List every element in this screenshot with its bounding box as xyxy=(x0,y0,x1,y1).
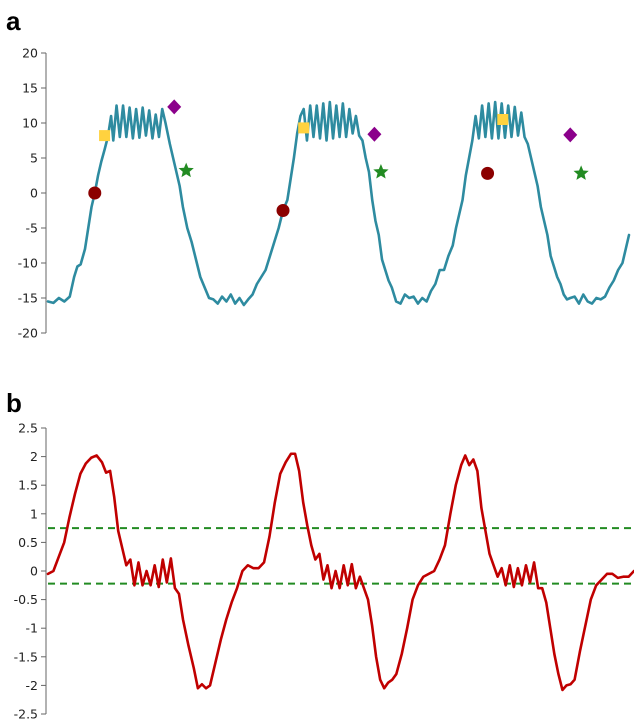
diamond-marker xyxy=(167,99,182,115)
y-tick-label: 5 xyxy=(30,151,38,166)
y-tick-label: -15 xyxy=(18,291,38,306)
star-marker xyxy=(373,164,389,179)
y-tick-label: 1 xyxy=(30,506,38,521)
y-tick-label: -0.5 xyxy=(14,592,38,607)
square-marker xyxy=(497,114,509,125)
y-tick-label: 20 xyxy=(22,46,38,61)
y-tick-label: 2.5 xyxy=(18,421,38,436)
y-tick-label: -1 xyxy=(26,621,38,636)
square-marker xyxy=(99,130,111,142)
circle-marker xyxy=(276,204,290,217)
star-marker xyxy=(573,165,589,180)
y-tick-label: 0 xyxy=(30,186,38,201)
square-marker xyxy=(298,122,310,134)
chart-a: 20 15 10 5 0 -5 -10 -15 -20 xyxy=(18,46,631,341)
series-line xyxy=(46,452,634,692)
y-tick-label: 15 xyxy=(22,81,38,96)
y-tick-label: 0.5 xyxy=(18,535,38,550)
y-tick-label: -20 xyxy=(18,326,38,341)
panel-b-label: b xyxy=(6,388,22,418)
y-tick-label: -1.5 xyxy=(14,649,38,664)
chart-b: 2.5 2 1.5 1 0.5 0 -0.5 -1 -1.5 -2 -2.5 xyxy=(14,421,634,722)
circle-marker xyxy=(88,186,102,200)
y-tick-label: -10 xyxy=(18,256,38,271)
y-tick-label: 10 xyxy=(22,116,38,131)
circle-marker xyxy=(481,166,495,180)
y-tick-label: -5 xyxy=(26,221,38,236)
y-tick-label: 1.5 xyxy=(18,478,38,493)
diamond-marker xyxy=(367,126,382,142)
diamond-marker xyxy=(563,127,578,143)
y-tick-label: -2.5 xyxy=(14,707,38,722)
panel-a-label: a xyxy=(6,6,21,36)
series-line xyxy=(46,100,631,307)
y-tick-label: -2 xyxy=(26,678,38,693)
y-tick-label: 2 xyxy=(30,449,38,464)
star-marker xyxy=(178,162,194,178)
y-tick-label: 0 xyxy=(30,564,38,579)
